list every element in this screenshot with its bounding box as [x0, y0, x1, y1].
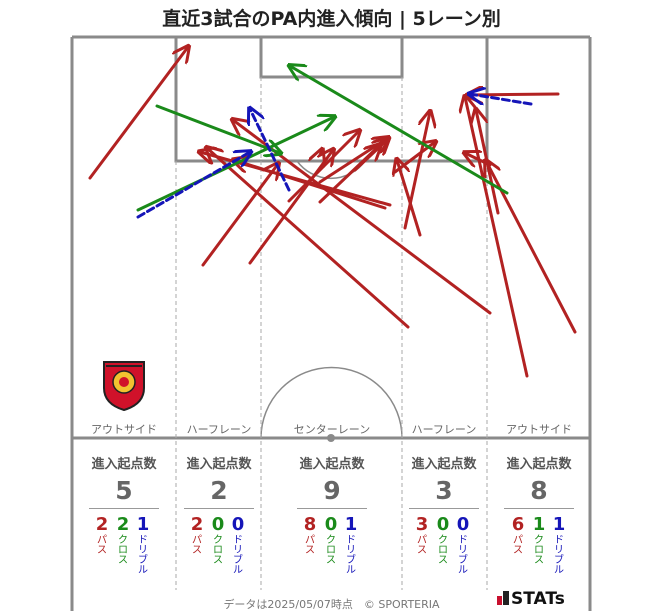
- dribble-count: 0 ドリブル: [231, 514, 245, 576]
- stat-divider: [504, 508, 574, 509]
- pass-arrow: [88, 47, 188, 180]
- lane-label-halfspace-left: ハーフレーン: [186, 423, 252, 436]
- dribble-count: 1 ドリブル: [552, 514, 566, 576]
- pass-arrow: [287, 131, 359, 203]
- center-spot: [327, 434, 335, 442]
- pass-arrow: [403, 112, 430, 230]
- stats-logo: STATs: [497, 589, 565, 609]
- penalty-area: [174, 35, 489, 163]
- stat-divider: [184, 508, 254, 509]
- pass-arrow: [465, 97, 529, 378]
- stat-divider: [297, 508, 367, 509]
- stats-logo-text: STATs: [511, 589, 565, 609]
- pass-arrow: [200, 152, 392, 207]
- dribble-count: 0 ドリブル: [456, 514, 470, 576]
- arrow-layer: [88, 47, 577, 378]
- lane-label-center: センターレーン: [293, 423, 371, 436]
- club-crest-icon: [103, 361, 145, 412]
- stat-divider: [409, 508, 479, 509]
- lane-entry-total: 3: [435, 476, 453, 505]
- dribble-count: 1 ドリブル: [136, 514, 150, 576]
- cross-arrow: [290, 66, 509, 195]
- pass-arrow: [397, 160, 422, 237]
- lane-label-outside-left: アウトサイド: [91, 423, 157, 436]
- pass-arrow: [201, 164, 278, 267]
- chart-title: 直近3試合のPA内進入傾向 | 5レーン別: [162, 8, 501, 30]
- lane-stat-header: 進入起点数: [506, 457, 572, 472]
- pass-count: 3 パス: [415, 514, 429, 556]
- lane-label-halfspace-right: ハーフレーン: [411, 423, 477, 436]
- dribble-arrow: [470, 94, 533, 106]
- goal-area: [259, 35, 404, 79]
- pass-count: 8 パス: [303, 514, 317, 556]
- cross-count: 0 クロス: [211, 514, 225, 566]
- lane-entry-total: 5: [115, 476, 133, 505]
- stats-logo-mark-icon: [497, 596, 502, 605]
- cross-count: 2 クロス: [116, 514, 130, 566]
- pass-count: 2 パス: [190, 514, 204, 556]
- lane-entry-total: 2: [210, 476, 228, 505]
- cross-arrow: [136, 117, 334, 212]
- dribble-arrow: [250, 109, 291, 192]
- cross-count: 1 クロス: [532, 514, 546, 566]
- lane-stat-header: 進入起点数: [411, 457, 477, 472]
- center-circle: [260, 366, 403, 439]
- dribble-arrow: [136, 152, 250, 219]
- dribble-count: 1 ドリブル: [344, 514, 358, 576]
- pass-arrow: [248, 150, 333, 265]
- lane-stat-header: 進入起点数: [91, 457, 157, 472]
- pass-arrow: [207, 148, 410, 329]
- lane-entry-total: 8: [530, 476, 548, 505]
- lane-stat-header: 進入起点数: [299, 457, 365, 472]
- lane-label-outside-right: アウトサイド: [506, 423, 572, 436]
- pass-arrow: [320, 150, 322, 155]
- lane-stat-header: 進入起点数: [186, 457, 252, 472]
- stat-divider: [89, 508, 159, 509]
- pass-arrow: [476, 110, 500, 215]
- footer-credit: データは2025/05/07時点 © SPORTERIA: [223, 598, 440, 611]
- cross-count: 0 クロス: [324, 514, 338, 566]
- cross-arrow: [155, 104, 280, 153]
- pass-arrow: [318, 145, 380, 204]
- stats-logo-bar-icon: [503, 591, 509, 605]
- pass-count: 2 パス: [95, 514, 109, 556]
- lane-entry-total: 9: [323, 476, 341, 505]
- cross-count: 0 クロス: [436, 514, 450, 566]
- pass-count: 6 パス: [511, 514, 525, 556]
